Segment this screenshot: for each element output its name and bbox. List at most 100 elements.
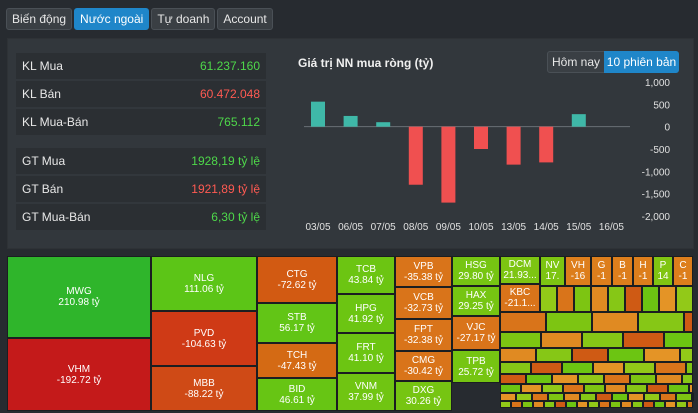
treemap-small-cell[interactable] [596, 393, 612, 401]
treemap-small-cell[interactable] [684, 312, 693, 332]
treemap-cell-ctg[interactable]: CTG -72.62 tỷ [257, 256, 337, 303]
treemap-cell-b[interactable]: B -1 [612, 256, 633, 286]
treemap-small-cell[interactable] [536, 348, 572, 362]
treemap-small-cell[interactable] [682, 374, 693, 384]
treemap-small-cell[interactable] [542, 384, 563, 393]
treemap-cell-bid[interactable]: BID 46.61 tỷ [257, 378, 337, 411]
treemap-small-cell[interactable] [548, 393, 564, 401]
tab-account[interactable]: Account [217, 8, 273, 30]
treemap-cell-nv[interactable]: NV 17. [540, 256, 565, 286]
treemap-small-cell[interactable] [626, 384, 647, 393]
treemap-small-cell[interactable] [655, 362, 686, 374]
treemap-small-cell[interactable] [500, 332, 541, 348]
treemap-small-cell[interactable] [630, 374, 656, 384]
treemap-cell-vjc[interactable]: VJC -27.17 tỷ [452, 316, 500, 350]
treemap-small-cell[interactable] [660, 393, 676, 401]
treemap-small-cell[interactable] [588, 401, 599, 408]
treemap-small-cell[interactable] [500, 312, 546, 332]
treemap-cell-pvd[interactable]: PVD -104.63 tỷ [151, 311, 257, 366]
treemap-small-cell[interactable] [680, 348, 693, 362]
treemap-cell-tcb[interactable]: TCB 43.84 tỷ [337, 256, 395, 294]
treemap-cell-dcm[interactable]: DCM 21.93... [500, 256, 540, 284]
treemap-cell-hpg[interactable]: HPG 41.92 tỷ [337, 294, 395, 333]
treemap-cell-p[interactable]: P 14 [653, 256, 673, 286]
treemap-small-cell[interactable] [638, 312, 684, 332]
treemap-small-cell[interactable] [566, 401, 577, 408]
treemap-small-cell[interactable] [511, 401, 522, 408]
treemap-small-cell[interactable] [541, 332, 582, 348]
treemap-small-cell[interactable] [500, 384, 521, 393]
treemap-cell-vcb[interactable]: VCB -32.73 tỷ [395, 287, 452, 319]
treemap-small-cell[interactable] [578, 374, 604, 384]
treemap-small-cell[interactable] [562, 362, 593, 374]
treemap-small-cell[interactable] [689, 384, 693, 393]
treemap-small-cell[interactable] [531, 362, 562, 374]
treemap-small-cell[interactable] [591, 286, 608, 312]
treemap-cell-c[interactable]: C -1 [673, 256, 693, 286]
treemap-cell-kbc[interactable]: KBC -21.1... [500, 284, 540, 312]
treemap-small-cell[interactable] [654, 401, 665, 408]
treemap-small-cell[interactable] [564, 393, 580, 401]
treemap-small-cell[interactable] [644, 393, 660, 401]
treemap-small-cell[interactable] [522, 401, 533, 408]
treemap-small-cell[interactable] [546, 312, 592, 332]
treemap-small-cell[interactable] [624, 362, 655, 374]
toggle-10-sessions-button[interactable]: 10 phiên bản [604, 51, 679, 73]
treemap-small-cell[interactable] [644, 348, 680, 362]
treemap-small-cell[interactable] [628, 393, 644, 401]
treemap-small-cell[interactable] [599, 401, 610, 408]
treemap-cell-mwg[interactable]: MWG 210.98 tỷ [7, 256, 151, 338]
treemap-cell-g[interactable]: G -1 [591, 256, 612, 286]
treemap-small-cell[interactable] [664, 332, 693, 348]
tab-bien-dong[interactable]: Biến động [6, 8, 73, 30]
tab-nuoc-ngoai[interactable]: Nước ngoài [74, 8, 150, 30]
treemap-small-cell[interactable] [632, 401, 643, 408]
treemap-small-cell[interactable] [521, 384, 542, 393]
treemap-small-cell[interactable] [557, 286, 574, 312]
treemap-cell-stb[interactable]: STB 56.17 tỷ [257, 303, 337, 343]
treemap-small-cell[interactable] [604, 374, 630, 384]
treemap-cell-hax[interactable]: HAX 29.25 tỷ [452, 286, 500, 316]
treemap-small-cell[interactable] [592, 312, 638, 332]
tab-tu-doanh[interactable]: Tự doanh [151, 8, 216, 30]
treemap-cell-cmg[interactable]: CMG -30.42 tỷ [395, 351, 452, 381]
treemap-small-cell[interactable] [608, 348, 644, 362]
treemap-small-cell[interactable] [676, 393, 692, 401]
treemap-cell-tpb[interactable]: TPB 25.72 tỷ [452, 350, 500, 383]
treemap-small-cell[interactable] [656, 374, 682, 384]
treemap-small-cell[interactable] [526, 374, 552, 384]
treemap-small-cell[interactable] [593, 362, 624, 374]
treemap-small-cell[interactable] [500, 393, 516, 401]
treemap-cell-hsg[interactable]: HSG 29.80 tỷ [452, 256, 500, 286]
treemap-small-cell[interactable] [500, 348, 536, 362]
treemap-cell-vnm[interactable]: VNM 37.99 tỷ [337, 373, 395, 411]
treemap-small-cell[interactable] [555, 401, 566, 408]
treemap-small-cell[interactable] [608, 286, 625, 312]
treemap-cell-tch[interactable]: TCH -47.43 tỷ [257, 343, 337, 378]
treemap-cell-fpt[interactable]: FPT -32.38 tỷ [395, 319, 452, 351]
treemap-small-cell[interactable] [668, 384, 689, 393]
treemap-cell-vpb[interactable]: VPB -35.38 tỷ [395, 256, 452, 287]
treemap-small-cell[interactable] [572, 348, 608, 362]
treemap-small-cell[interactable] [676, 286, 693, 312]
treemap-small-cell[interactable] [574, 286, 591, 312]
treemap-small-cell[interactable] [665, 401, 676, 408]
treemap-cell-h[interactable]: H -1 [633, 256, 653, 286]
treemap-small-cell[interactable] [552, 374, 578, 384]
treemap-small-cell[interactable] [610, 401, 621, 408]
treemap-small-cell[interactable] [621, 401, 632, 408]
treemap-small-cell[interactable] [500, 401, 511, 408]
treemap-small-cell[interactable] [532, 393, 548, 401]
treemap-small-cell[interactable] [582, 332, 623, 348]
treemap-small-cell[interactable] [647, 384, 668, 393]
treemap-small-cell[interactable] [623, 332, 664, 348]
treemap-small-cell[interactable] [500, 362, 531, 374]
treemap-small-cell[interactable] [642, 286, 659, 312]
treemap-cell-vhm[interactable]: VHM -192.72 tỷ [7, 338, 151, 411]
treemap-cell-frt[interactable]: FRT 41.10 tỷ [337, 333, 395, 373]
treemap-small-cell[interactable] [643, 401, 654, 408]
toggle-today-button[interactable]: Hôm nay [547, 51, 605, 73]
treemap-small-cell[interactable] [687, 401, 693, 408]
treemap-small-cell[interactable] [540, 286, 557, 312]
treemap-small-cell[interactable] [692, 393, 694, 401]
